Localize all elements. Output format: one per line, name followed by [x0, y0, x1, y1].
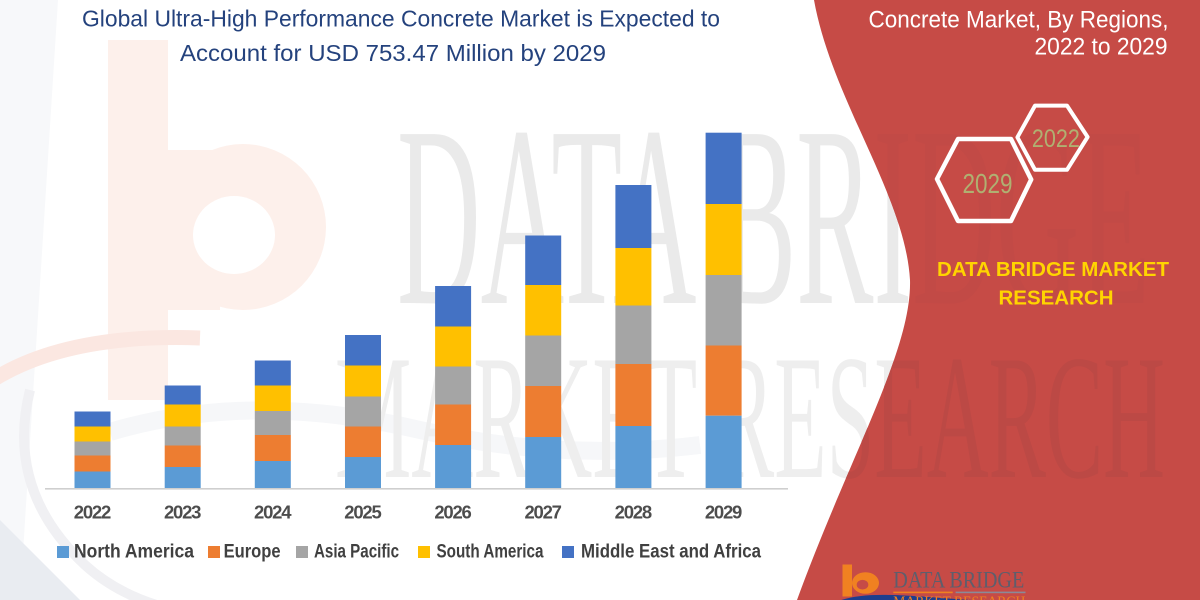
svg-text:DATA BRIDGE MARKET: DATA BRIDGE MARKET: [937, 258, 1169, 281]
svg-text:2029: 2029: [705, 502, 743, 523]
svg-text:2025: 2025: [344, 502, 382, 523]
svg-text:2022 to 2029: 2022 to 2029: [1035, 34, 1168, 61]
svg-text:Middle East and Africa: Middle East and Africa: [581, 542, 761, 563]
svg-text:2024: 2024: [254, 502, 292, 523]
svg-text:RESEARCH: RESEARCH: [998, 286, 1113, 309]
svg-text:DATA BRIDGE: DATA BRIDGE: [893, 568, 1024, 593]
svg-text:Global Ultra-High Performance: Global Ultra-High Performance Concrete M…: [82, 6, 720, 32]
svg-text:2022: 2022: [1032, 125, 1080, 153]
svg-text:2028: 2028: [615, 502, 653, 523]
svg-text:Account for USD 753.47 Million: Account for USD 753.47 Million by 2029: [180, 40, 606, 66]
svg-text:Asia Pacific: Asia Pacific: [314, 542, 399, 563]
svg-text:Europe: Europe: [224, 542, 281, 563]
svg-text:2027: 2027: [524, 502, 562, 523]
svg-text:MARKET RESEARCH: MARKET RESEARCH: [893, 595, 1025, 600]
svg-text:2029: 2029: [963, 168, 1013, 199]
svg-text:2022: 2022: [74, 502, 112, 523]
svg-text:2023: 2023: [164, 502, 202, 523]
svg-text:North America: North America: [74, 542, 194, 563]
svg-text:2026: 2026: [434, 502, 472, 523]
svg-text:Concrete Market, By Regions,: Concrete Market, By Regions,: [869, 7, 1169, 34]
svg-text:South America: South America: [437, 542, 544, 563]
